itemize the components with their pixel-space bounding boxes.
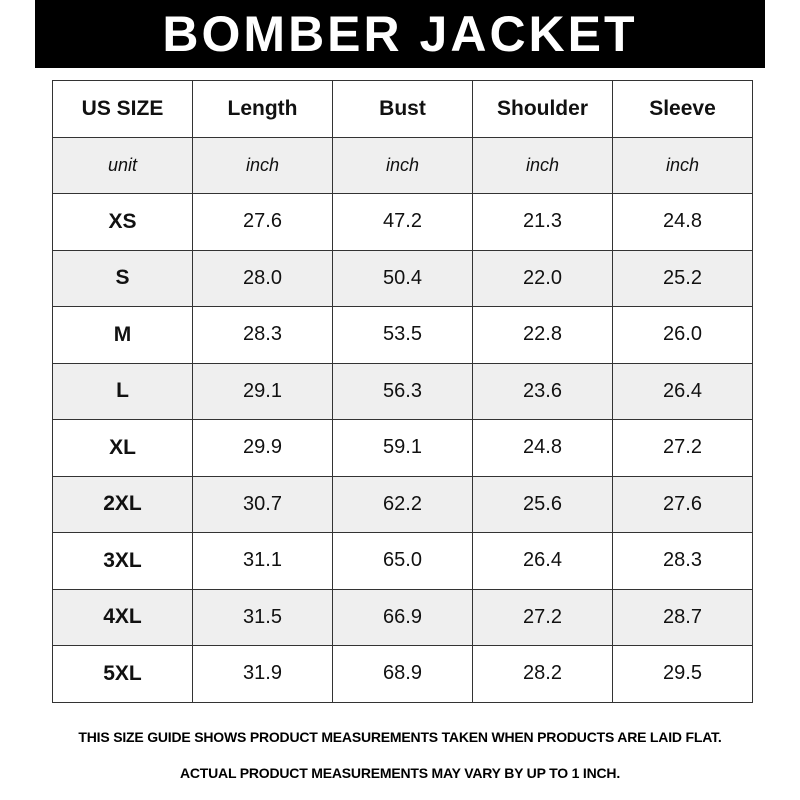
size-chart-table: US SIZE Length Bust Shoulder Sleeve unit inch i… xyxy=(52,80,753,703)
table-cell: 62.2 xyxy=(332,475,473,533)
table-row: XS 27.6 47.2 21.3 24.8 xyxy=(52,193,753,251)
table-row-label-cell: S xyxy=(52,249,193,307)
table-cell: 26.4 xyxy=(612,362,753,420)
unit-row-label-cell: unit xyxy=(52,136,193,194)
table-cell: 31.5 xyxy=(192,588,333,646)
table-cell: 22.0 xyxy=(472,249,613,307)
page-title: BOMBER JACKET xyxy=(162,6,638,62)
table-cell: 29.5 xyxy=(612,645,753,703)
table-row: 4XL 31.5 66.9 27.2 28.7 xyxy=(52,588,753,646)
table-cell: 28.3 xyxy=(612,532,753,590)
table-cell: 59.1 xyxy=(332,419,473,477)
table-cell: 50.4 xyxy=(332,249,473,307)
table-cell: 68.9 xyxy=(332,645,473,703)
table-cell: 28.2 xyxy=(472,645,613,703)
header-row: US SIZE Length Bust Shoulder Sleeve xyxy=(52,80,753,138)
header-row-label-cell: US SIZE xyxy=(52,80,193,138)
table-cell: 29.1 xyxy=(192,362,333,420)
table-row-label-cell: 3XL xyxy=(52,532,193,590)
table-row: 2XL 30.7 62.2 25.6 27.6 xyxy=(52,475,753,533)
table-cell: 29.9 xyxy=(192,419,333,477)
title-banner: BOMBER JACKET xyxy=(35,0,765,68)
table-cell: 27.6 xyxy=(192,193,333,251)
table-cell: Bust xyxy=(332,80,473,138)
table-cell: 24.8 xyxy=(612,193,753,251)
table-row-label-cell: L xyxy=(52,362,193,420)
table-cell: 27.2 xyxy=(612,419,753,477)
table-cell: 56.3 xyxy=(332,362,473,420)
table-cell: 24.8 xyxy=(472,419,613,477)
table-cell: 31.9 xyxy=(192,645,333,703)
table-row: L 29.1 56.3 23.6 26.4 xyxy=(52,362,753,420)
table-cell: Sleeve xyxy=(612,80,753,138)
table-cell: 25.2 xyxy=(612,249,753,307)
table-row-label-cell: 4XL xyxy=(52,588,193,646)
unit-row: unit inch inch inch inch xyxy=(52,136,753,194)
table-row: S 28.0 50.4 22.0 25.2 xyxy=(52,249,753,307)
table-row-label-cell: 5XL xyxy=(52,645,193,703)
footer-note-2: ACTUAL PRODUCT MEASUREMENTS MAY VARY BY … xyxy=(179,765,621,781)
table-cell: inch xyxy=(472,136,613,194)
table-cell: 25.6 xyxy=(472,475,613,533)
table-row-label-cell: XL xyxy=(52,419,193,477)
table-row: 5XL 31.9 68.9 28.2 29.5 xyxy=(52,645,753,703)
table-cell: 26.4 xyxy=(472,532,613,590)
table-cell: 31.1 xyxy=(192,532,333,590)
table-cell: inch xyxy=(192,136,333,194)
table-row-label-cell: 2XL xyxy=(52,475,193,533)
table-cell: 27.6 xyxy=(612,475,753,533)
table-cell: inch xyxy=(612,136,753,194)
table-row: M 28.3 53.5 22.8 26.0 xyxy=(52,306,753,364)
table-cell: 28.0 xyxy=(192,249,333,307)
table-cell: 22.8 xyxy=(472,306,613,364)
table-cell: 47.2 xyxy=(332,193,473,251)
table-cell: 21.3 xyxy=(472,193,613,251)
table-cell: 23.6 xyxy=(472,362,613,420)
table-cell: 66.9 xyxy=(332,588,473,646)
table-row: 3XL 31.1 65.0 26.4 28.3 xyxy=(52,532,753,590)
table-cell: Shoulder xyxy=(472,80,613,138)
table-cell: 28.7 xyxy=(612,588,753,646)
table-row-label-cell: M xyxy=(52,306,193,364)
footer-note-1: THIS SIZE GUIDE SHOWS PRODUCT MEASUREMEN… xyxy=(78,729,722,745)
table-cell: 65.0 xyxy=(332,532,473,590)
table-row: XL 29.9 59.1 24.8 27.2 xyxy=(52,419,753,477)
table-cell: inch xyxy=(332,136,473,194)
table-row-label-cell: XS xyxy=(52,193,193,251)
table-cell: 30.7 xyxy=(192,475,333,533)
table-cell: 53.5 xyxy=(332,306,473,364)
table-cell: 28.3 xyxy=(192,306,333,364)
table-cell: 27.2 xyxy=(472,588,613,646)
table-cell: 26.0 xyxy=(612,306,753,364)
table-cell: Length xyxy=(192,80,333,138)
